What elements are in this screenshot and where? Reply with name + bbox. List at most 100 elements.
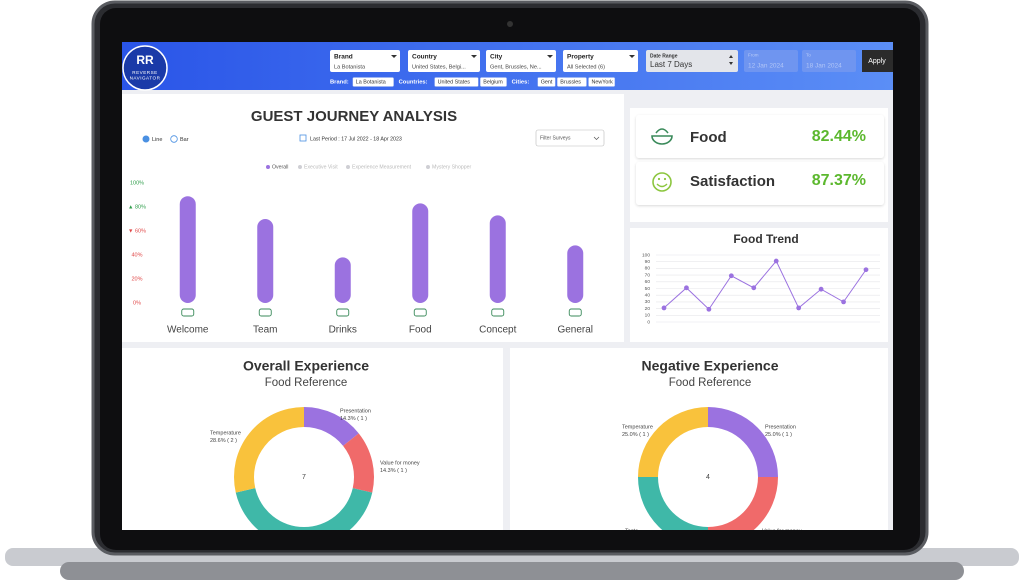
filter-label: City [490,54,503,61]
legend-dot [426,165,430,169]
camera [507,21,513,27]
kpi-card [636,115,884,158]
filter-label: Date Range [650,53,678,59]
panel-subtitle: Food Reference [669,377,751,389]
filter-value: Last 7 Days [650,60,692,69]
panel-title: GUEST JOURNEY ANALYSIS [251,108,457,125]
filter-value: La Botanista [334,64,366,70]
donut-segment [638,477,708,530]
filter-select[interactable] [535,129,605,147]
segment-label: Presentation [340,408,371,414]
donut-segment [343,433,375,493]
trend-panel [630,228,888,342]
chip[interactable] [480,77,507,87]
y-tick-label: 10 [645,313,651,319]
kpi-value: 82.44% [812,128,866,145]
logo-text: NAVIGATOR [130,76,161,81]
donut-segment [708,407,778,477]
bar [179,196,196,303]
panel-title: Food Trend [733,232,798,246]
donut-total: 4 [706,474,710,481]
chip-label: La Botanista [356,79,386,85]
trend-point [818,286,824,292]
filter-dropdown[interactable] [330,50,400,72]
spin-caret [729,55,733,65]
donut-segment [234,407,304,493]
select-caret [593,136,600,140]
chip[interactable] [434,77,479,87]
trend-point [751,285,757,291]
chip[interactable] [588,77,616,87]
x-tick-label: Welcome [167,325,209,336]
y-tick-label: ▲ 80% [128,204,146,210]
food-icon [651,128,673,145]
y-tick-label: 80 [645,266,651,272]
apply-label: Apply [868,58,886,65]
period-checkbox[interactable] [299,134,307,142]
chip[interactable] [352,77,394,87]
apply-button[interactable] [862,50,893,72]
y-tick-label: 100% [130,180,144,186]
negative-panel [510,348,888,530]
filter-dropdown[interactable] [486,50,556,72]
filter-dropdown[interactable] [408,50,480,72]
y-tick-label: 0 [647,319,650,325]
chip-group-label: Countries: [399,80,428,86]
trend-point [706,306,712,312]
panel-title: Overall Experience [243,358,369,374]
y-tick-label: 20% [131,276,142,282]
logo-mark: RR [136,53,154,67]
legend-label: Overall [272,164,288,170]
dropdown-caret [471,55,477,58]
filter-select-label: Filter Surveys [540,135,571,141]
date-input[interactable] [744,50,798,72]
filter-value: All Selected (6) [567,64,605,70]
radio-label: Bar [180,137,189,143]
filter-label: Property [567,54,594,61]
segment-label: Value for money [380,460,420,466]
date-label: To [806,53,811,58]
radio[interactable] [170,135,178,143]
smiley-eye [657,177,661,181]
trend-point [863,267,869,273]
legend-label: Mystery Shopper [432,164,471,170]
category-icon [491,308,505,317]
radio-selected[interactable] [142,135,150,143]
x-tick-label: Drinks [329,325,357,336]
trend-point [796,305,802,311]
segment-value-label: 28.6% ( 2 ) [210,438,237,444]
chip-label: Brussles [560,79,581,85]
date-range[interactable] [646,50,738,72]
dropdown-caret [391,55,397,58]
filter-dropdown[interactable] [563,50,638,72]
donut-total: 7 [302,474,306,481]
date-input[interactable] [802,50,856,72]
filter-value: Gent, Brussles, Ne... [490,64,542,70]
chip[interactable] [537,77,556,87]
smiley-eye [663,177,667,181]
logo[interactable] [122,45,168,91]
segment-label: Value for money [762,528,802,534]
category-icon [181,308,195,317]
y-tick-label: 20 [645,306,651,312]
kpi-value: 87.37% [812,172,866,189]
legend-label: Experience Measurement [352,164,412,170]
panel-subtitle: Food Reference [265,377,347,389]
segment-label: Taste [625,528,638,534]
x-tick-label: General [557,325,593,336]
trend-point [728,273,734,279]
filter-label: Brand [334,54,353,61]
radio-label: Line [152,137,162,143]
filter-value: United States, Belgi... [412,64,466,70]
x-tick-label: Team [253,325,277,336]
bar [257,219,274,303]
y-tick-label: 40% [131,252,142,258]
y-tick-label: 90 [645,259,651,265]
kpi-name: Satisfaction [690,173,775,190]
dropdown-caret [629,55,635,58]
chip[interactable] [557,77,587,87]
bar [567,245,584,303]
chip-label: NewYork [592,79,614,85]
date-label: From [748,53,759,58]
